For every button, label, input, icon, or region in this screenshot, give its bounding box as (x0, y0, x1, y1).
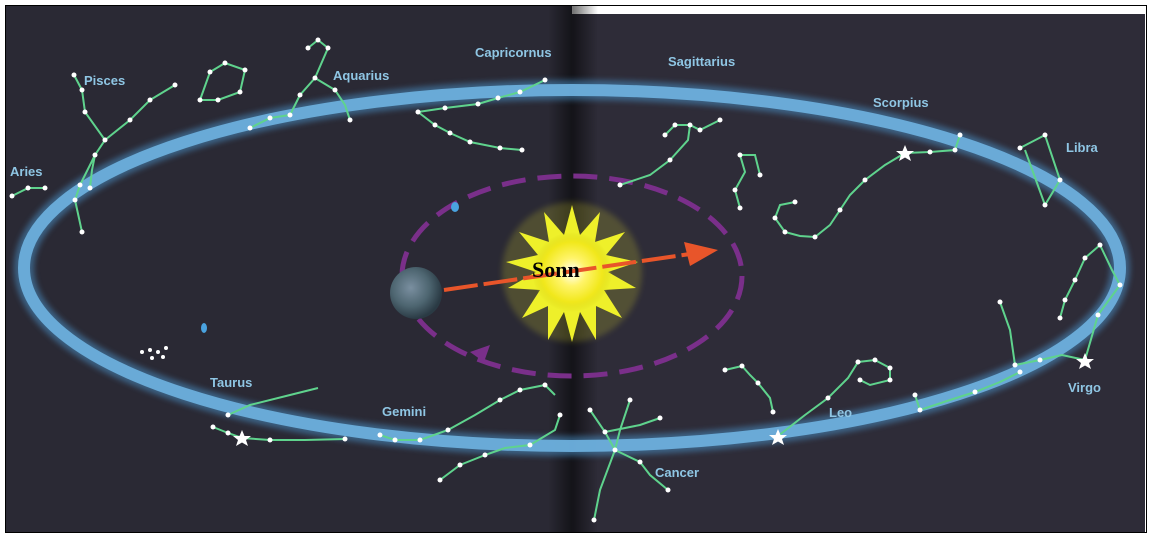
constellation-stars (9, 37, 1123, 523)
bright-star-icon (1076, 353, 1094, 369)
taurus-lines (227, 387, 319, 416)
leo-lines (724, 364, 774, 413)
bright-star-icon (769, 429, 787, 445)
sagittarius-lines (740, 154, 761, 176)
pisces-lines (89, 154, 96, 189)
label-sagittarius: Sagittarius (668, 54, 735, 69)
blue-speck (451, 202, 459, 212)
capricornus-lines (417, 111, 523, 151)
pisces-lines (73, 74, 107, 233)
gemini-lines (379, 383, 556, 441)
label-scorpius: Scorpius (873, 95, 929, 110)
taurus-lines (212, 426, 346, 441)
sun-label: Sonn (532, 257, 580, 282)
bright-star-icon (233, 430, 251, 446)
cancer-lines (613, 399, 669, 491)
capricornus-lines (417, 79, 546, 113)
virgo-lines (999, 301, 1086, 367)
blue-speck (201, 323, 207, 333)
label-pisces: Pisces (84, 73, 125, 88)
orbit-direction-arrowhead (470, 345, 490, 362)
sagittarius-lines (733, 154, 747, 209)
direction-arrow-icon (443, 242, 718, 292)
earth-icon (390, 267, 442, 319)
earth-orbit (399, 173, 745, 379)
cancer-lines (604, 417, 661, 433)
pisces-lines (104, 84, 176, 141)
aquarius-lines (314, 77, 351, 121)
label-gemini: Gemini (382, 404, 426, 419)
bright-star-icon (896, 145, 914, 161)
scorpius-lines (904, 134, 961, 154)
label-aries: Aries (10, 164, 43, 179)
label-libra: Libra (1066, 140, 1099, 155)
label-taurus: Taurus (210, 375, 252, 390)
image-border (5, 5, 1147, 533)
label-capricornus: Capricornus (475, 45, 552, 60)
label-aquarius: Aquarius (333, 68, 389, 83)
label-virgo: Virgo (1068, 380, 1101, 395)
label-cancer: Cancer (655, 465, 699, 480)
virgo-lines (914, 371, 1021, 412)
bright-stars (233, 145, 1094, 446)
leo-lines (857, 358, 891, 387)
label-leo: Leo (829, 405, 852, 420)
ecliptic-band (18, 84, 1126, 452)
